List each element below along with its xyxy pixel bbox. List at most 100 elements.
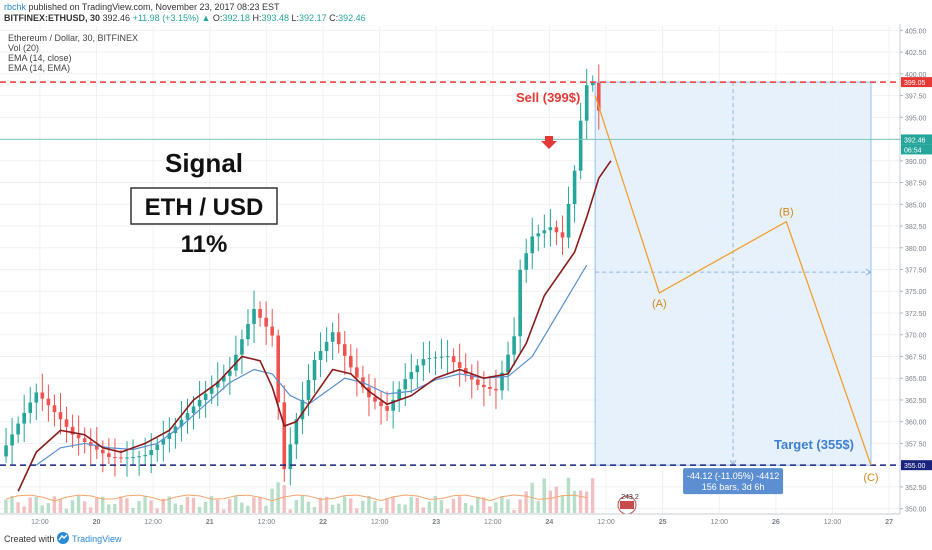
candle-body	[324, 341, 329, 352]
volume-bar	[488, 506, 492, 513]
ohlc-close-key: C:	[329, 13, 339, 23]
candle-body	[373, 397, 377, 402]
created-with-label: Created with	[4, 534, 55, 544]
author-link[interactable]: rbchk	[4, 2, 27, 12]
target-annotation: Target (355$)	[774, 437, 854, 452]
wave-abc-line	[594, 95, 872, 466]
candle-body	[191, 406, 196, 414]
measure-change-text: -44.12 (-11.05%) -4412	[687, 471, 779, 481]
volume-ma-line	[5, 494, 587, 502]
wave-label-c: (C)	[863, 472, 878, 484]
candle-body	[530, 236, 535, 254]
y-tick-label: 375.00	[905, 289, 927, 296]
candle-body	[101, 449, 105, 454]
footer: Created with TradingView	[0, 528, 932, 550]
candle-body	[482, 384, 486, 388]
legend-ema-close[interactable]: EMA (14, close)	[8, 53, 72, 63]
chart-header: rbchk published on TradingView.com, Nove…	[0, 0, 932, 24]
volume-bar	[439, 500, 444, 513]
y-tick-label: 382.50	[905, 224, 927, 231]
legend-ema-ema[interactable]: EMA (14, EMA)	[8, 63, 71, 73]
volume-bar	[70, 500, 75, 513]
symbol-label: BITFINEX:ETHUSD, 30	[4, 13, 101, 23]
events-badge: 243 2	[621, 494, 639, 501]
volume-bar	[264, 505, 268, 513]
candle-body	[415, 365, 420, 373]
candle-body	[252, 309, 256, 324]
volume-bar	[451, 498, 456, 513]
candle-body	[349, 355, 353, 368]
volume-bar	[137, 500, 141, 513]
measure-label-bg	[683, 468, 784, 495]
candle-body	[52, 405, 57, 413]
volume-bar	[463, 503, 468, 513]
candle-body	[58, 412, 63, 420]
candle-body	[185, 413, 190, 420]
events-flag-stripe	[620, 501, 634, 509]
volume-bar	[342, 496, 347, 513]
price-change: +11.98 (+3.15%)	[132, 13, 199, 23]
x-tick-label: 12:00	[824, 519, 842, 526]
candle-body	[494, 388, 498, 391]
candle-body	[409, 372, 414, 380]
candle-body	[16, 423, 20, 435]
signal-percent: 11%	[181, 231, 228, 258]
volume-bar	[16, 502, 20, 513]
candle-body	[566, 204, 571, 238]
x-tick-label: 26	[772, 519, 780, 526]
candle-body	[34, 392, 39, 403]
candle-body	[433, 357, 438, 359]
y-tick-label: 405.00	[905, 28, 927, 35]
price-chart[interactable]: (A) (B) (C) Sell (399$) Target (355$) -44.12 …	[0, 24, 932, 528]
candle-body	[330, 332, 335, 342]
y-tick-label: 362.50	[905, 398, 927, 405]
volume-bar	[391, 496, 395, 513]
candle-body	[179, 419, 184, 427]
volume-bar	[367, 496, 371, 513]
candle-body	[427, 358, 432, 360]
x-tick-label: 22	[319, 519, 327, 526]
sell-down-arrow-icon	[541, 136, 557, 149]
candle-body	[294, 419, 299, 445]
volume-bar	[536, 500, 540, 513]
candle-body	[421, 359, 426, 366]
sell-annotation: Sell (399$)	[516, 90, 580, 105]
candle-body	[512, 336, 516, 355]
volume-bar	[228, 499, 232, 513]
volume-bar	[252, 497, 256, 513]
candle-body	[209, 387, 214, 394]
ohlc-high-value: 393.48	[261, 13, 290, 23]
ema-close-line	[17, 160, 612, 492]
volume-bar	[572, 490, 577, 513]
y-axis: 350.00 352.50 355.00 357.50 360.00 362.50 365.…	[899, 24, 932, 528]
volume-bar	[88, 507, 93, 513]
candle-series	[4, 64, 601, 486]
legend-volume[interactable]: Vol (20)	[8, 43, 40, 53]
y-tick-label: 390.00	[905, 159, 927, 166]
x-tick-label: 25	[659, 519, 667, 526]
volume-bar	[355, 508, 359, 513]
candle-body	[82, 438, 87, 443]
y-tick-label: 377.50	[905, 268, 927, 275]
current-price-tag: 392.46	[904, 137, 926, 144]
x-tick-label: 23	[432, 519, 440, 526]
candle-body	[451, 356, 456, 363]
tradingview-brand[interactable]: TradingView	[72, 534, 122, 544]
candle-body	[270, 326, 274, 336]
candle-body	[397, 389, 401, 400]
ohlc-low-value: 392.17	[299, 13, 327, 23]
volume-bar	[197, 506, 202, 513]
volume-bar	[306, 501, 311, 513]
candle-body	[403, 379, 408, 390]
candle-body	[457, 362, 462, 369]
candle-body	[113, 456, 117, 458]
legend-series-main[interactable]: Ethereum / Dollar, 30, BITFINEX	[8, 33, 139, 43]
candle-body	[240, 339, 244, 355]
y-tick-label: 380.00	[905, 246, 927, 253]
candle-body	[46, 398, 51, 406]
candle-body	[64, 419, 69, 427]
candle-body	[221, 375, 226, 382]
candle-body	[342, 344, 347, 356]
volume-bar	[161, 498, 165, 513]
candle-body	[385, 406, 389, 411]
